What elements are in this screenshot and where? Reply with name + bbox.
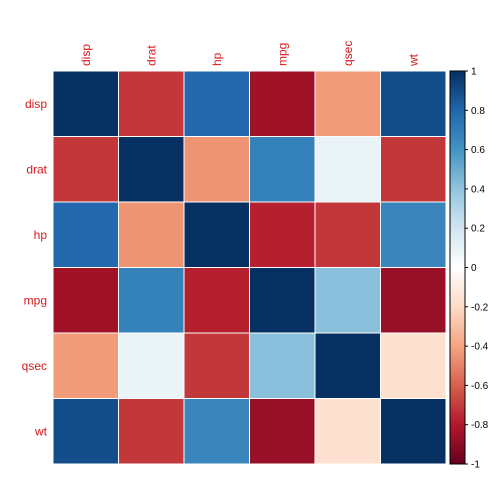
heatmap-cell-disp-wt bbox=[380, 71, 446, 137]
colorbar-tick-label: -0.2 bbox=[471, 302, 489, 313]
colorbar-tick-label: -0.6 bbox=[471, 381, 489, 392]
heatmap-cell-mpg-disp bbox=[53, 267, 119, 333]
heatmap-cell-wt-disp bbox=[53, 398, 119, 464]
heatmap-cell-wt-drat bbox=[118, 398, 184, 464]
row-label-mpg: mpg bbox=[24, 293, 47, 307]
heatmap-cell-drat-drat bbox=[118, 136, 184, 202]
heatmap-cell-wt-qsec bbox=[315, 398, 381, 464]
column-label-mpg: mpg bbox=[275, 43, 289, 66]
colorbar-tick-label: -1 bbox=[471, 460, 480, 471]
heatmap-cell-hp-wt bbox=[380, 202, 446, 268]
colorbar-tick-label: 0.6 bbox=[471, 145, 485, 156]
column-label-disp: disp bbox=[79, 44, 93, 66]
column-labels: disp drat hp mpg qsec wt bbox=[79, 41, 421, 67]
heatmap-cell-disp-hp bbox=[184, 71, 250, 137]
column-label-wt: wt bbox=[406, 53, 420, 67]
heatmap-cell-mpg-qsec bbox=[315, 267, 381, 333]
row-label-qsec: qsec bbox=[22, 359, 47, 373]
row-label-drat: drat bbox=[26, 162, 47, 176]
grid-lines bbox=[52, 70, 447, 465]
row-label-disp: disp bbox=[25, 97, 47, 111]
heatmap-cell-qsec-mpg bbox=[249, 333, 315, 399]
colorbar: 1 0.8 0.6 0.4 0.2 0 -0.2 -0.4 -0.6 -0.8 -1 bbox=[449, 67, 489, 471]
colorbar-tick-label: -0.4 bbox=[471, 342, 489, 353]
heatmap-cell-mpg-hp bbox=[184, 267, 250, 333]
heatmap-cell-hp-qsec bbox=[315, 202, 381, 268]
column-label-qsec: qsec bbox=[341, 41, 355, 66]
heatmap-cell-drat-wt bbox=[380, 136, 446, 202]
heatmap-cell-hp-mpg bbox=[249, 202, 315, 268]
heatmap-cell-qsec-disp bbox=[53, 333, 119, 399]
colorbar-tick-label: 0 bbox=[471, 263, 477, 274]
heatmap-cell-hp-drat bbox=[118, 202, 184, 268]
heatmap-cell-drat-qsec bbox=[315, 136, 381, 202]
heatmap-cell-qsec-wt bbox=[380, 333, 446, 399]
heatmap-cell-hp-hp bbox=[184, 202, 250, 268]
colorbar-gradient bbox=[450, 71, 465, 464]
heatmap-cell-drat-disp bbox=[53, 136, 119, 202]
heatmap-cell-disp-mpg bbox=[249, 71, 315, 137]
colorbar-tick-label: 0.8 bbox=[471, 106, 485, 117]
heatmap-cell-qsec-qsec bbox=[315, 333, 381, 399]
heatmap-cell-mpg-drat bbox=[118, 267, 184, 333]
heatmap-cell-drat-mpg bbox=[249, 136, 315, 202]
row-label-hp: hp bbox=[34, 228, 48, 242]
colorbar-tick-label: 1 bbox=[471, 67, 477, 78]
colorbar-tick-label: 0.2 bbox=[471, 224, 485, 235]
row-label-wt: wt bbox=[34, 424, 48, 438]
column-label-drat: drat bbox=[144, 45, 158, 66]
heatmap-cell-disp-disp bbox=[53, 71, 119, 137]
colorbar-tick-label: -0.8 bbox=[471, 420, 489, 431]
colorbar-tick-label: 0.4 bbox=[471, 184, 485, 195]
heatmap-cell-wt-hp bbox=[184, 398, 250, 464]
row-labels: disp drat hp mpg qsec wt bbox=[22, 97, 48, 439]
heatmap-cell-wt-mpg bbox=[249, 398, 315, 464]
heatmap-cells bbox=[53, 71, 446, 464]
heatmap-cell-disp-drat bbox=[118, 71, 184, 137]
heatmap-cell-wt-wt bbox=[380, 398, 446, 464]
heatmap-cell-disp-qsec bbox=[315, 71, 381, 137]
heatmap-cell-mpg-wt bbox=[380, 267, 446, 333]
column-label-hp: hp bbox=[210, 52, 224, 66]
heatmap-cell-drat-hp bbox=[184, 136, 250, 202]
heatmap-cell-qsec-hp bbox=[184, 333, 250, 399]
heatmap-cell-hp-disp bbox=[53, 202, 119, 268]
heatmap-cell-mpg-mpg bbox=[249, 267, 315, 333]
heatmap-cell-qsec-drat bbox=[118, 333, 184, 399]
